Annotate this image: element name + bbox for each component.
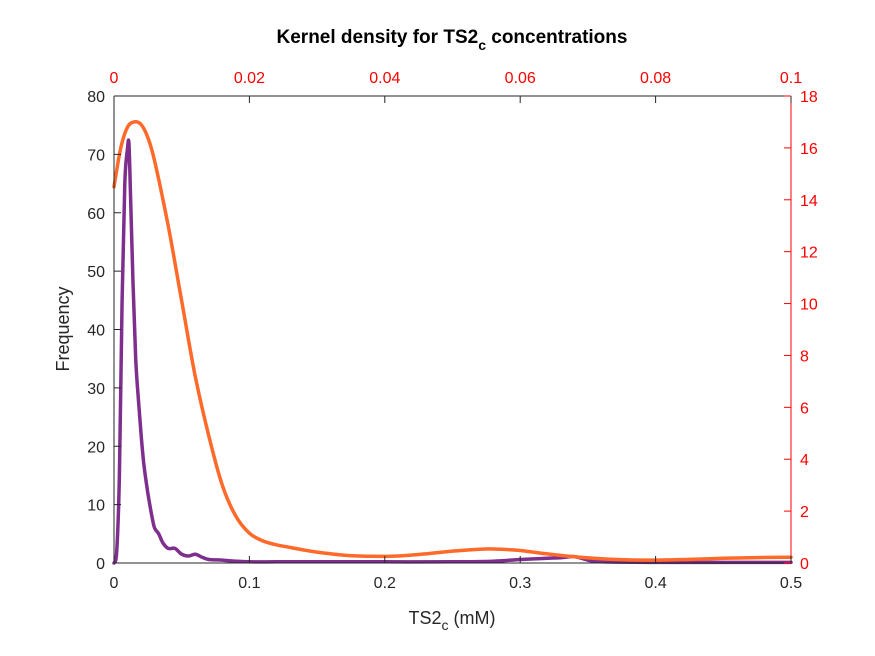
x-bottom-tick-label: 0.1 — [238, 575, 260, 592]
x-axis-label-subscript: c — [442, 617, 449, 633]
plot-area — [114, 96, 791, 563]
y-right-tick-label: 18 — [800, 89, 818, 106]
x-bottom-tick-label: 0.2 — [374, 575, 396, 592]
y-right-tick-label: 6 — [800, 400, 809, 417]
y-right-tick-label: 0 — [800, 556, 809, 573]
x-bottom-tick-label: 0.4 — [644, 575, 666, 592]
x-bottom-tick-label: 0 — [110, 575, 119, 592]
y-left-tick-label: 20 — [87, 439, 105, 456]
y-right-tick-label: 10 — [800, 297, 818, 314]
y-right-tick-label: 4 — [800, 452, 809, 469]
axes-layer — [113, 95, 792, 564]
series-layer — [112, 120, 793, 565]
y-left-tick-label: 10 — [87, 498, 105, 515]
y-left-tick-label: 60 — [87, 206, 105, 223]
y-left-tick-label: 40 — [87, 323, 105, 340]
x-top-tick-label: 0 — [110, 70, 119, 87]
x-bottom-tick-label: 0.3 — [509, 575, 531, 592]
x-top-tick-label: 0.04 — [369, 70, 400, 87]
y-left-tick-label: 0 — [96, 556, 105, 573]
chart-title-main: Kernel density for TS2 — [277, 27, 479, 48]
y-axis-label: Frequency — [53, 286, 73, 371]
x-axis-label-suffix: (mM) — [449, 608, 496, 628]
y-left-tick-label: 80 — [87, 89, 105, 106]
ticks-layer: 0 0.1 0.2 0.3 0.4 0.5 0 0.02 0.04 0.06 0.08 0.1 0 10 2… — [87, 70, 818, 592]
x-top-tick-label: 0.06 — [505, 70, 536, 87]
chart-title: Kernel density for TS2c concentrations — [277, 27, 628, 53]
y-right-tick-label: 16 — [800, 141, 818, 158]
x-bottom-tick-label: 0.5 — [780, 575, 802, 592]
y-right-tick-label: 8 — [800, 348, 809, 365]
x-axis-label: TS2c (mM) — [409, 608, 496, 633]
y-left-tick-label: 70 — [87, 147, 105, 164]
series-line-purple — [112, 138, 793, 565]
chart-title-subscript: c — [478, 37, 486, 53]
chart-title-suffix: concentrations — [486, 27, 627, 48]
y-left-tick-label: 30 — [87, 381, 105, 398]
x-top-tick-label: 0.02 — [234, 70, 265, 87]
x-axis-label-main: TS2 — [409, 608, 442, 628]
x-top-tick-label: 0.1 — [780, 70, 802, 87]
y-left-tick-label: 50 — [87, 264, 105, 281]
y-right-tick-label: 12 — [800, 245, 818, 262]
x-top-tick-label: 0.08 — [640, 70, 671, 87]
y-right-tick-label: 2 — [800, 504, 809, 521]
series-line-orange — [112, 120, 793, 562]
y-right-tick-label: 14 — [800, 193, 818, 210]
